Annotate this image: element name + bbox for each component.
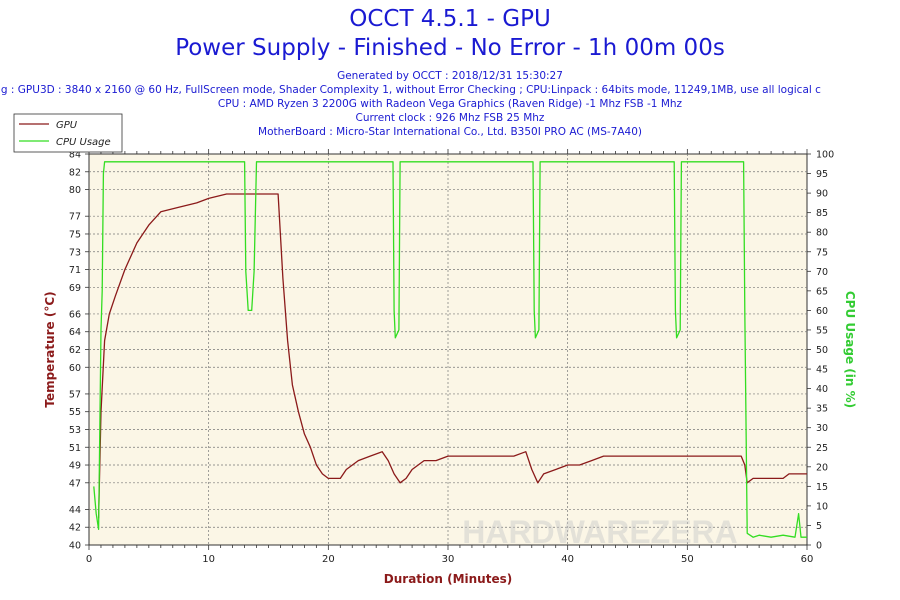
y-left-tick-label: 51 [69,443,81,454]
chart-title: OCCT 4.5.1 - GPU [349,6,551,32]
x-tick-label: 60 [801,554,814,565]
y-right-tick-label: 65 [816,286,828,297]
legend-label-gpu: GPU [56,120,78,131]
y-left-tick-label: 82 [69,167,81,178]
y-left-tick-label: 60 [69,363,81,374]
y-left-tick-label: 55 [69,407,81,418]
y-left-tick-label: 62 [69,345,81,356]
y-left-tick-label: 75 [69,229,81,240]
y-right-tick-label: 20 [816,462,828,473]
x-tick-label: 10 [202,554,215,565]
x-tick-label: 0 [86,554,92,565]
y-left-tick-label: 80 [69,185,81,196]
info-generated: Generated by OCCT : 2018/12/31 15:30:27 [337,70,563,82]
y-left-tick-label: 84 [69,150,81,161]
y-left-tick-label: 42 [69,523,81,534]
y-left-tick-label: 53 [69,425,81,436]
y-left-tick-label: 71 [69,265,81,276]
y-left-tick-label: 47 [69,478,81,489]
legend-box [13,113,123,153]
y-right-tick-label: 25 [816,443,828,454]
y-right-tick-label: 0 [816,541,822,552]
series-line-gpu [97,193,807,519]
y-right-tick-label: 40 [816,384,828,395]
x-axis-title: Duration (Minutes) [384,572,512,586]
x-tick-label: 20 [322,554,335,565]
info-motherboard: MotherBoard : Micro-Star International C… [258,126,642,138]
y-right-tick-label: 100 [816,150,834,161]
y-right-tick-label: 45 [816,365,828,376]
info-clock: Current clock : 926 Mhz FSB 25 Mhz [355,112,545,124]
y-right-tick-label: 70 [816,267,828,278]
y-right-tick-label: 5 [816,521,822,532]
x-tick-label: 50 [681,554,694,565]
y-right-tick-label: 30 [816,423,828,434]
y-right-tick-label: 75 [816,247,828,258]
y-right-tick-label: 80 [816,228,828,239]
y-left-axis-title: Temperature (°C) [43,291,57,407]
y-right-tick-label: 15 [816,482,828,493]
info-config: ig : GPU3D : 3840 x 2160 @ 60 Hz, FullSc… [0,84,821,96]
x-tick-label: 30 [442,554,455,565]
y-left-tick-label: 66 [69,309,81,320]
y-left-tick-label: 69 [69,283,81,294]
y-right-tick-label: 85 [816,208,828,219]
y-left-tick-label: 49 [69,461,81,472]
y-right-tick-label: 35 [816,404,828,415]
x-tick-label: 40 [561,554,574,565]
y-left-tick-label: 40 [69,541,81,552]
series-line-cpu-usage [93,161,807,538]
chart-subtitle: Power Supply - Finished - No Error - 1h … [175,35,725,61]
y-right-tick-label: 10 [816,501,828,512]
info-cpu: CPU : AMD Ryzen 3 2200G with Radeon Vega… [217,98,683,110]
y-right-tick-label: 90 [816,189,828,200]
legend-label-cpu-usage: CPU Usage [56,137,111,148]
y-left-tick-label: 73 [69,247,81,258]
y-right-tick-label: 50 [816,345,828,356]
y-right-axis-title: CPU Usage (in %) [843,291,857,408]
y-right-tick-label: 60 [816,306,828,317]
y-right-tick-label: 95 [816,169,828,180]
y-right-tick-label: 55 [816,325,828,336]
y-left-tick-label: 44 [69,505,81,516]
y-left-tick-label: 64 [69,327,81,338]
y-left-tick-label: 57 [69,389,81,400]
y-left-tick-label: 77 [69,212,81,223]
watermark: HARDWAREZERA [462,514,738,550]
